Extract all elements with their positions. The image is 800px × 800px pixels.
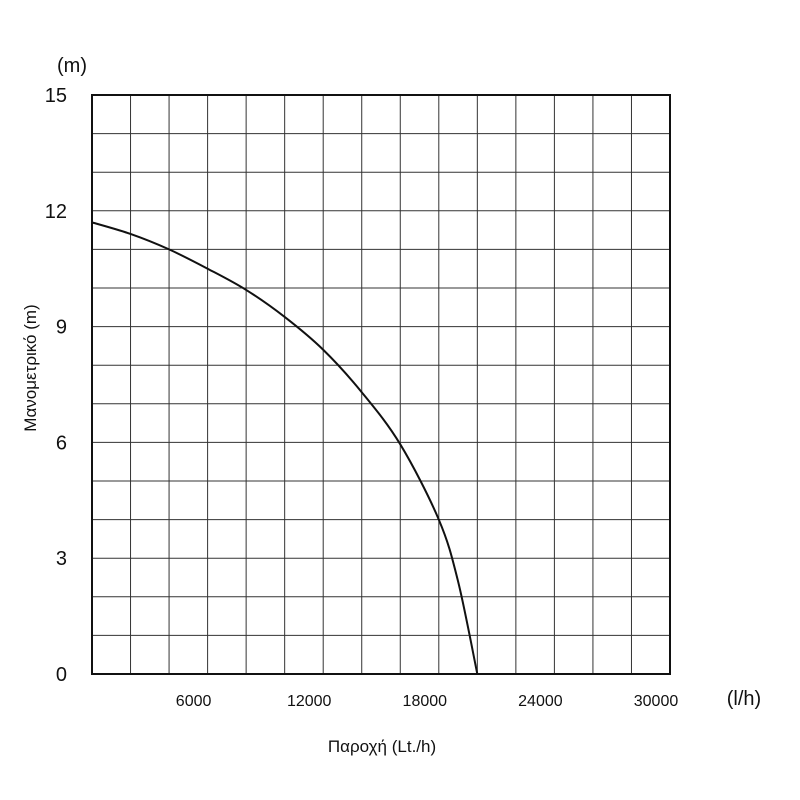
y-tick-label: 6: [56, 432, 67, 454]
x-tick-labels: 6000 12000 18000 24000 30000: [176, 693, 679, 710]
y-tick-labels: 0 3 6 9 12 15: [45, 85, 67, 686]
performance-curve: [91, 221, 479, 675]
y-tick-label: 9: [56, 317, 67, 339]
y-tick-label: 3: [56, 548, 67, 570]
x-tick-label: 12000: [287, 693, 332, 710]
x-axis-title: Παροχή (Lt./h): [328, 737, 436, 756]
x-unit-label: (l/h): [727, 688, 761, 710]
x-tick-label: 30000: [634, 693, 679, 710]
plot-frame: [91, 94, 671, 675]
grid: [92, 95, 670, 674]
x-tick-label: 6000: [176, 693, 212, 710]
y-tick-label: 12: [45, 201, 67, 223]
x-tick-label: 18000: [403, 693, 448, 710]
y-tick-label: 0: [56, 664, 67, 686]
y-axis-title: Μανομετρικό (m): [21, 304, 40, 431]
y-tick-label: 15: [45, 85, 67, 107]
x-tick-label: 24000: [518, 693, 563, 710]
y-unit-label: (m): [57, 55, 87, 77]
